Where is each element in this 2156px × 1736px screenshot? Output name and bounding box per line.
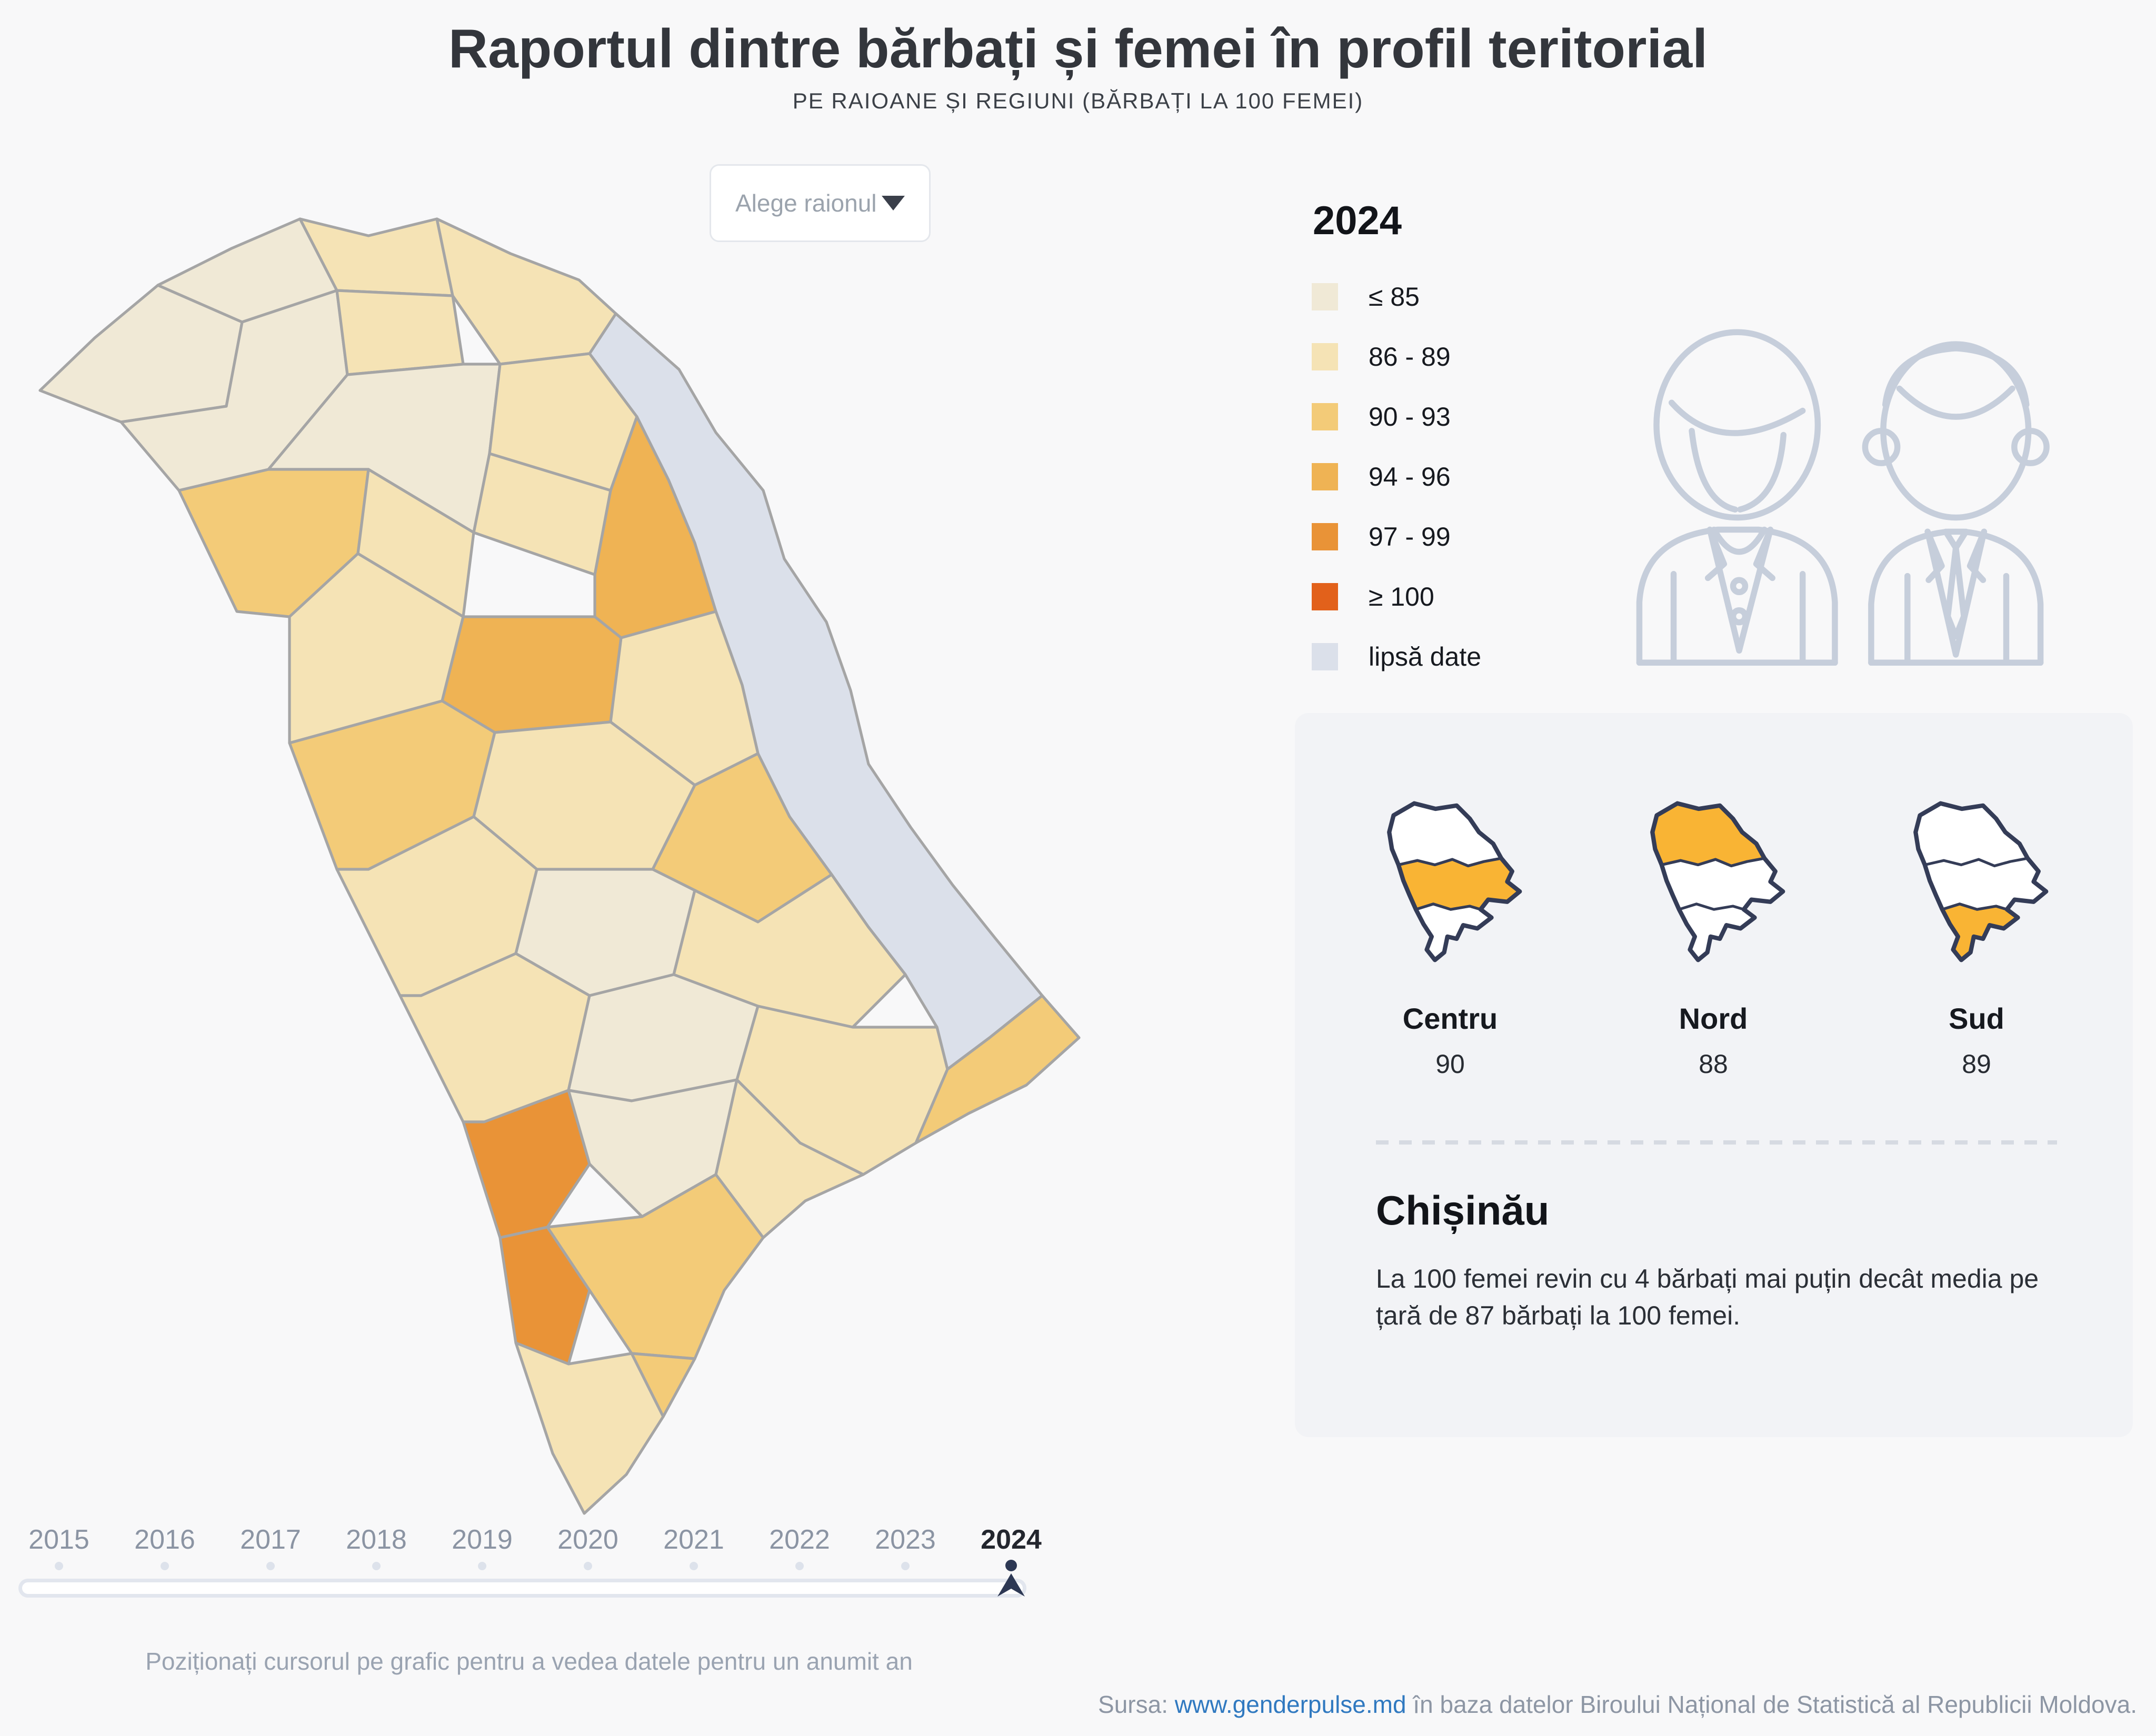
district-select[interactable]: Alege raionul bbox=[710, 164, 931, 242]
moldova-choropleth-map bbox=[38, 217, 1081, 1515]
district-select-placeholder: Alege raionul bbox=[735, 189, 877, 217]
timeline-year-2015[interactable]: 2015 bbox=[28, 1524, 89, 1555]
timeline-year-2019[interactable]: 2019 bbox=[452, 1524, 513, 1555]
timeline-tick bbox=[795, 1562, 804, 1570]
timeline-tick bbox=[584, 1562, 592, 1570]
legend-item: 97 - 99 bbox=[1312, 522, 1481, 551]
region-value-centru: 90 bbox=[1435, 1049, 1465, 1079]
timeline-tick bbox=[161, 1562, 169, 1570]
legend-item: ≥ 100 bbox=[1312, 582, 1481, 611]
timeline-year-2024[interactable]: 2024 bbox=[981, 1524, 1042, 1555]
timeline-slider-handle[interactable] bbox=[994, 1572, 1028, 1598]
mini-map-centru bbox=[1387, 801, 1522, 962]
legend-item: 86 - 89 bbox=[1312, 342, 1481, 372]
map-region[interactable] bbox=[441, 615, 623, 734]
timeline-tick bbox=[266, 1562, 275, 1570]
map-legend: ≤ 85 86 - 89 90 - 93 94 - 96 97 - 99 ≥ 1… bbox=[1312, 282, 1482, 703]
legend-item: 90 - 93 bbox=[1312, 402, 1481, 432]
legend-item: ≤ 85 bbox=[1312, 282, 1481, 312]
timeline-year-2017[interactable]: 2017 bbox=[240, 1524, 301, 1555]
legend-item: lipsă date bbox=[1312, 642, 1482, 671]
chevron-down-icon bbox=[882, 196, 905, 210]
map-region[interactable] bbox=[435, 217, 617, 366]
region-value-sud: 89 bbox=[1962, 1049, 1991, 1079]
timeline-tick bbox=[55, 1562, 63, 1570]
legend-swatch bbox=[1312, 523, 1338, 550]
timeline-tick bbox=[901, 1562, 910, 1570]
chisinau-description: La 100 femei revin cu 4 bărbați mai puți… bbox=[1376, 1264, 2039, 1330]
timeline-tick bbox=[1005, 1560, 1017, 1571]
source-link[interactable]: www.genderpulse.md bbox=[1174, 1691, 1406, 1718]
timeline-year-2016[interactable]: 2016 bbox=[134, 1524, 195, 1555]
legend-swatch bbox=[1312, 283, 1338, 310]
timeline-tick bbox=[372, 1562, 381, 1570]
woman-icon bbox=[1636, 329, 1838, 666]
page-subtitle: PE RAIOANE ȘI REGIUNI (BĂRBAȚI LA 100 FE… bbox=[792, 88, 1364, 113]
legend-label: 94 - 96 bbox=[1369, 462, 1451, 491]
man-icon bbox=[1862, 341, 2050, 666]
legend-label: ≤ 85 bbox=[1369, 282, 1420, 312]
legend-item: 94 - 96 bbox=[1312, 462, 1481, 491]
map-region[interactable] bbox=[914, 994, 1081, 1145]
map-regions bbox=[38, 217, 1081, 1515]
mini-map-sud bbox=[1913, 801, 2049, 962]
map-region[interactable] bbox=[630, 1352, 696, 1418]
timeline-hint: Poziționați cursorul pe grafic pentru a … bbox=[145, 1648, 913, 1675]
legend-swatch bbox=[1312, 643, 1338, 670]
region-label-sud: Sud bbox=[1949, 1002, 2004, 1035]
timeline-tick bbox=[478, 1562, 486, 1570]
timeline-year-2018[interactable]: 2018 bbox=[346, 1524, 407, 1555]
region-label-centru: Centru bbox=[1402, 1002, 1498, 1035]
source-line: Sursa: www.genderpulse.md în baza datelo… bbox=[1098, 1690, 2137, 1719]
region-value-nord: 88 bbox=[1699, 1049, 1728, 1079]
legend-swatch bbox=[1312, 343, 1338, 370]
map-region[interactable] bbox=[498, 1226, 591, 1366]
legend-label: 90 - 93 bbox=[1369, 402, 1451, 432]
legend-label: ≥ 100 bbox=[1369, 582, 1434, 611]
map-region[interactable] bbox=[335, 289, 465, 376]
legend-label: lipsă date bbox=[1369, 642, 1482, 671]
timeline-year-2022[interactable]: 2022 bbox=[769, 1524, 830, 1555]
timeline-tick bbox=[690, 1562, 698, 1570]
mini-map-nord bbox=[1650, 801, 1785, 962]
source-suffix: în baza datelor Biroului Național de Sta… bbox=[1406, 1691, 2137, 1718]
source-prefix: Sursa: bbox=[1098, 1691, 1175, 1718]
map-region[interactable] bbox=[546, 1173, 765, 1360]
map-region[interactable] bbox=[514, 1341, 665, 1515]
legend-swatch bbox=[1312, 583, 1338, 610]
legend-year: 2024 bbox=[1313, 198, 1402, 243]
legend-label: 97 - 99 bbox=[1369, 522, 1451, 551]
timeline-slider-track[interactable] bbox=[18, 1579, 1026, 1598]
chisinau-title: Chișinău bbox=[1376, 1187, 1550, 1233]
page-title: Raportul dintre bărbați și femei în prof… bbox=[448, 18, 1708, 79]
legend-swatch bbox=[1312, 403, 1338, 430]
legend-label: 86 - 89 bbox=[1369, 342, 1451, 372]
woman-man-illustration bbox=[1636, 329, 2050, 666]
dashed-divider bbox=[1376, 1140, 2057, 1145]
legend-swatch bbox=[1312, 463, 1338, 490]
timeline-year-2020[interactable]: 2020 bbox=[557, 1524, 618, 1555]
regions-panel: Centru Nord Sud 90 88 89 Chișinău La 100… bbox=[1295, 713, 2133, 1437]
timeline-year-2021[interactable]: 2021 bbox=[663, 1524, 724, 1555]
region-label-nord: Nord bbox=[1679, 1002, 1748, 1035]
timeline-year-2023[interactable]: 2023 bbox=[875, 1524, 936, 1555]
